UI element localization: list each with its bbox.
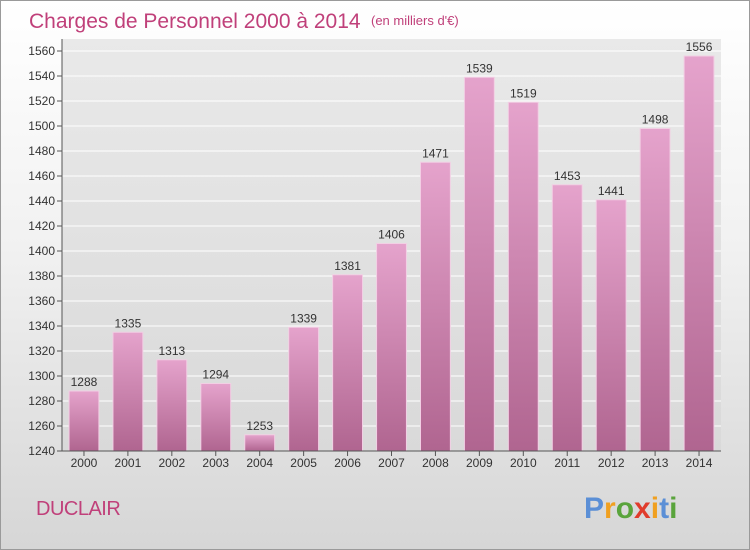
x-tick-label: 2001 — [115, 456, 142, 470]
x-tick-label: 2010 — [510, 456, 537, 470]
x-tick-label: 2002 — [158, 456, 185, 470]
chart-title: Charges de Personnel 2000 à 2014 — [29, 10, 361, 33]
data-label: 1294 — [202, 368, 229, 382]
x-tick-label: 2003 — [202, 456, 229, 470]
data-label: 1498 — [642, 113, 669, 127]
y-tick-label: 1240 — [28, 444, 55, 458]
bar-2005 — [288, 326, 320, 452]
y-tick-label: 1260 — [28, 419, 55, 433]
data-label: 1453 — [554, 169, 581, 183]
logo-letter: i — [651, 492, 659, 525]
place-name: DUCLAIR — [36, 498, 120, 520]
y-tick-label: 1520 — [28, 94, 55, 108]
y-tick-label: 1280 — [28, 394, 55, 408]
bar-2007 — [376, 243, 407, 452]
bar-2010 — [507, 101, 539, 452]
y-tick-label: 1460 — [28, 169, 55, 183]
data-label: 1253 — [246, 419, 273, 433]
bar-2014 — [683, 55, 715, 452]
data-label: 1339 — [290, 311, 317, 325]
y-tick-label: 1300 — [28, 369, 55, 383]
x-tick-label: 2014 — [686, 456, 713, 470]
bar-2012 — [595, 199, 627, 452]
y-tick-label: 1380 — [28, 269, 55, 283]
x-tick-label: 2009 — [466, 456, 493, 470]
data-label: 1471 — [422, 146, 449, 160]
logo-letter: t — [659, 492, 669, 525]
bar-2003 — [200, 383, 232, 452]
bar-2001 — [112, 331, 144, 452]
bar-2008 — [419, 161, 451, 452]
y-tick-label: 1400 — [28, 244, 55, 258]
logo-letter: i — [669, 492, 677, 525]
data-label: 1335 — [115, 316, 142, 330]
x-tick-label: 2007 — [378, 456, 405, 470]
x-tick-label: 2004 — [246, 456, 273, 470]
x-tick-label: 2012 — [598, 456, 625, 470]
bar-2013 — [639, 128, 671, 452]
data-label: 1441 — [598, 184, 625, 198]
data-label: 1556 — [686, 40, 713, 54]
logo-letter: o — [616, 492, 634, 525]
y-tick-label: 1360 — [28, 294, 55, 308]
data-label: 1519 — [510, 86, 537, 100]
y-tick-label: 1480 — [28, 144, 55, 158]
data-label: 1313 — [158, 344, 185, 358]
proxiti-logo: Proxiti — [584, 492, 677, 525]
y-tick-label: 1560 — [28, 44, 55, 58]
y-tick-label: 1540 — [28, 69, 55, 83]
y-tick-label: 1420 — [28, 219, 55, 233]
bar-2000 — [68, 390, 100, 452]
bar-2006 — [332, 274, 364, 452]
axes: 1240 1260 1280 1300 1320 1340 1360 1380 1400 1420… — [28, 39, 721, 470]
bars: 1288 1335 1313 1294 1253 1339 1381 1406 1471 1539… — [68, 40, 715, 452]
x-tick-label: 2005 — [290, 456, 317, 470]
bar-2002 — [156, 359, 188, 452]
bar-2004 — [244, 434, 276, 452]
x-tick-label: 2008 — [422, 456, 449, 470]
data-label: 1406 — [378, 228, 405, 242]
chart-subtitle: (en milliers d'€) — [371, 13, 459, 28]
logo-letter: r — [604, 492, 616, 525]
x-tick-label: 2006 — [334, 456, 361, 470]
logo-letter: x — [634, 492, 651, 525]
y-tick-label: 1500 — [28, 119, 55, 133]
y-tick-label: 1440 — [28, 194, 55, 208]
x-tick-label: 2011 — [554, 456, 580, 470]
y-tick-label: 1340 — [28, 319, 55, 333]
y-tick-label: 1320 — [28, 344, 55, 358]
logo-letter: P — [584, 492, 604, 525]
x-tick-label: 2013 — [642, 456, 669, 470]
x-tick-label: 2000 — [71, 456, 98, 470]
data-label: 1288 — [71, 375, 98, 389]
bar-2011 — [551, 184, 583, 452]
data-label: 1539 — [466, 61, 493, 75]
bar-2009 — [463, 76, 495, 452]
data-label: 1381 — [334, 259, 361, 273]
